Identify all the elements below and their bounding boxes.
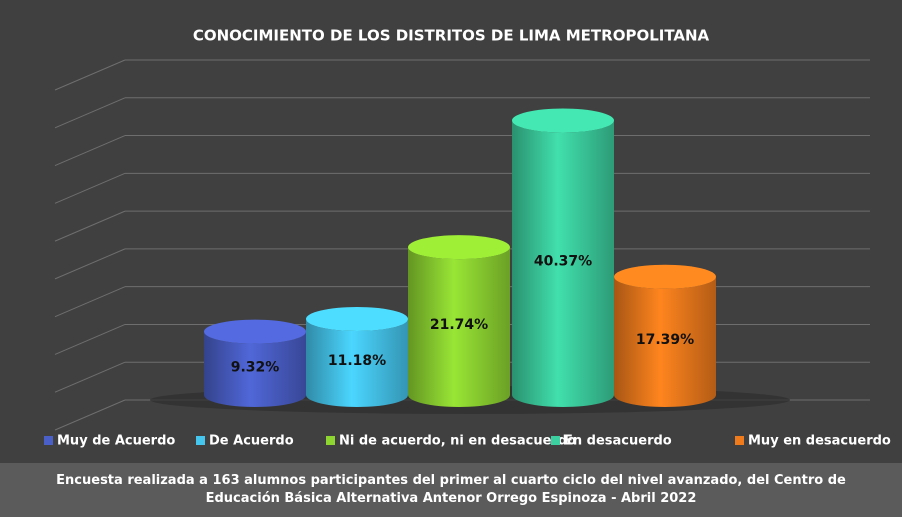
legend-swatch bbox=[196, 436, 205, 445]
grid-line-side bbox=[54, 172, 126, 204]
chart: CONOCIMIENTO DE LOS DISTRITOS DE LIMA ME… bbox=[44, 26, 891, 449]
grid-line-side bbox=[54, 248, 126, 280]
legend-label: En desacuerdo bbox=[564, 434, 672, 449]
chart-title: CONOCIMIENTO DE LOS DISTRITOS DE LIMA ME… bbox=[193, 27, 710, 45]
cylinder-body bbox=[306, 318, 408, 407]
legend-swatch bbox=[551, 436, 560, 445]
grid-line-side bbox=[54, 135, 126, 167]
grid-line-side bbox=[54, 210, 126, 242]
cylinder-top bbox=[512, 108, 614, 133]
cylinder-top bbox=[614, 264, 716, 289]
data-label: 40.37% bbox=[534, 254, 592, 270]
legend-swatch bbox=[44, 436, 53, 445]
cylinder-body bbox=[512, 120, 614, 407]
data-label: 11.18% bbox=[328, 353, 386, 369]
grid-line-side bbox=[54, 97, 126, 129]
caption: Encuesta realizada a 163 alumnos partici… bbox=[0, 463, 902, 517]
legend-label: Muy en desacuerdo bbox=[748, 434, 891, 449]
data-label: 9.32% bbox=[231, 359, 280, 375]
grid-line-side bbox=[54, 361, 126, 393]
legend-label: De Acuerdo bbox=[209, 434, 294, 449]
cylinder-body bbox=[614, 276, 716, 407]
cylinder-top bbox=[306, 306, 408, 331]
grid-line-side bbox=[54, 59, 126, 91]
grid-line-side bbox=[54, 286, 126, 318]
grid-line-side bbox=[54, 323, 126, 355]
data-label: 21.74% bbox=[430, 317, 488, 333]
legend-swatch bbox=[735, 436, 744, 445]
legend-label: Muy de Acuerdo bbox=[57, 434, 175, 449]
cylinder-body bbox=[204, 331, 306, 407]
cylinder-body bbox=[408, 247, 510, 407]
legend-label: Ni de acuerdo, ni en desacuerdo bbox=[339, 434, 576, 449]
data-label: 17.39% bbox=[636, 332, 694, 348]
cylinder-top bbox=[408, 235, 510, 260]
legend-swatch bbox=[326, 436, 335, 445]
grid-line-side bbox=[54, 399, 126, 431]
cylinder-top bbox=[204, 319, 306, 344]
